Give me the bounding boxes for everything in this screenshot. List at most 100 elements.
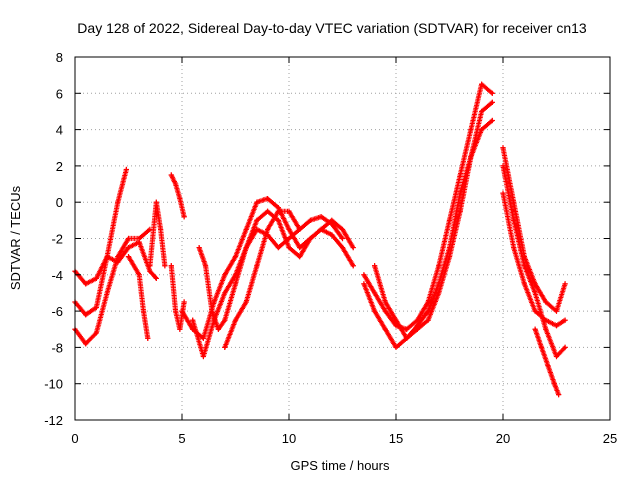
data-point — [436, 290, 442, 296]
data-point — [172, 181, 179, 187]
data-point — [215, 326, 221, 332]
data-point — [172, 308, 179, 314]
data-point — [168, 172, 174, 178]
data-point — [489, 99, 495, 105]
series-track-11 — [222, 208, 303, 350]
data-point — [468, 127, 474, 133]
data-point — [521, 263, 527, 269]
data-point — [181, 299, 187, 305]
series-markers — [190, 208, 356, 360]
x-tick-label: 25 — [603, 431, 617, 446]
data-point — [162, 263, 168, 269]
data-point — [318, 214, 324, 220]
data-point — [339, 226, 346, 233]
data-point — [222, 317, 228, 323]
data-point — [543, 317, 549, 323]
data-point — [243, 226, 249, 233]
data-point — [532, 308, 538, 314]
data-point — [153, 275, 159, 282]
series-markers — [72, 166, 129, 318]
data-point — [361, 272, 367, 278]
data-point — [177, 195, 183, 202]
y-tick-label: 8 — [56, 50, 63, 65]
data-point — [93, 304, 99, 311]
data-point — [275, 208, 281, 214]
x-tick-label: 10 — [282, 431, 296, 446]
series-track-17 — [500, 190, 568, 329]
data-point — [489, 117, 495, 124]
data-point — [532, 290, 538, 296]
data-point — [339, 244, 346, 251]
data-point — [382, 326, 388, 332]
data-point — [147, 263, 153, 269]
data-point — [511, 244, 517, 251]
data-point — [457, 208, 463, 214]
y-tick-label: -8 — [51, 340, 63, 355]
data-point — [500, 190, 506, 196]
data-point — [553, 323, 560, 329]
series-track-9 — [190, 208, 356, 360]
data-point — [254, 199, 260, 205]
data-point — [115, 254, 121, 260]
data-point — [297, 244, 303, 251]
data-point — [232, 317, 239, 323]
data-point — [446, 217, 453, 223]
y-tick-label: -10 — [44, 377, 63, 392]
data-point — [545, 362, 551, 369]
data-point — [307, 217, 313, 223]
data-point — [286, 226, 292, 233]
y-tick-label: 4 — [56, 123, 63, 138]
data-point — [254, 217, 260, 223]
data-point — [318, 226, 324, 233]
data-point — [339, 235, 346, 242]
data-point — [209, 308, 215, 314]
data-point — [382, 299, 388, 305]
data-point — [538, 344, 545, 350]
data-point — [115, 259, 121, 265]
y-axis-label: SDTVAR / TECUs — [8, 185, 23, 290]
data-point — [168, 263, 174, 269]
data-point — [329, 232, 335, 238]
series-markers — [168, 172, 187, 220]
x-tick-label: 20 — [496, 431, 510, 446]
data-point — [104, 290, 110, 296]
data-point — [372, 308, 378, 314]
data-point — [243, 299, 249, 305]
series-track-7 — [168, 263, 187, 332]
data-point — [551, 381, 557, 387]
x-axis-label: GPS time / hours — [291, 458, 390, 473]
data-point — [543, 326, 549, 332]
data-point — [93, 275, 99, 282]
data-point — [83, 341, 89, 347]
grid-lines — [75, 57, 610, 420]
data-point — [179, 308, 185, 314]
data-point — [382, 308, 388, 314]
data-point — [136, 239, 142, 245]
data-point — [222, 344, 228, 350]
data-point — [232, 254, 239, 260]
y-tick-label: 2 — [56, 159, 63, 174]
data-point — [136, 272, 142, 278]
data-point — [265, 195, 271, 202]
data-point — [147, 268, 153, 274]
series-markers — [532, 326, 562, 398]
data-point — [553, 308, 560, 314]
data-point — [479, 81, 485, 87]
data-point — [297, 254, 303, 260]
data-point — [200, 335, 206, 341]
data-point — [436, 263, 442, 269]
series-track-6 — [168, 172, 187, 220]
y-tick-label: 6 — [56, 86, 63, 101]
data-point — [125, 244, 132, 251]
data-point — [158, 226, 164, 233]
x-tick-label: 0 — [71, 431, 78, 446]
data-point — [562, 281, 568, 287]
data-point — [190, 317, 196, 323]
data-point — [425, 317, 431, 323]
data-point — [468, 154, 474, 160]
data-point — [521, 281, 527, 287]
series-markers — [168, 263, 187, 332]
data-point — [307, 235, 313, 242]
data-point — [123, 166, 129, 173]
